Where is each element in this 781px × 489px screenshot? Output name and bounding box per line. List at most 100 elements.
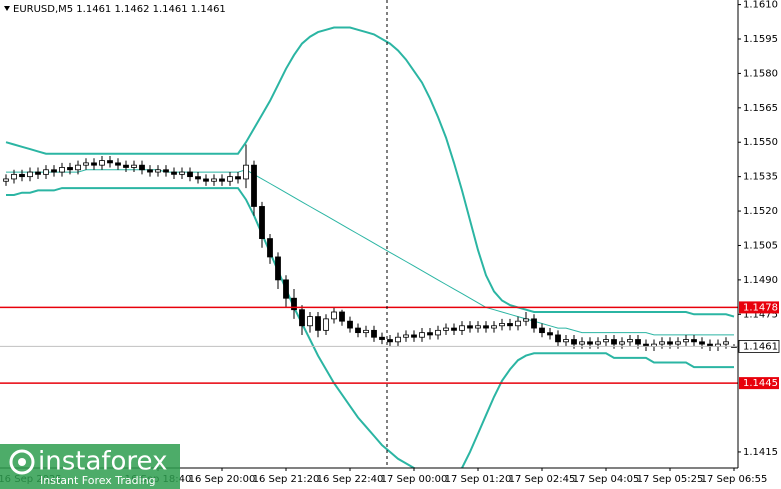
candle-body <box>283 279 289 299</box>
candle-body <box>211 178 217 182</box>
candle-body <box>667 341 673 345</box>
candle-body <box>555 334 561 343</box>
candle-body <box>483 325 489 329</box>
x-tick-label: 16 Sep 22:40 <box>317 474 384 485</box>
candle-body <box>475 325 481 329</box>
current-price-box <box>738 340 780 353</box>
candle-body <box>579 341 585 345</box>
candle-body <box>363 329 369 334</box>
candle-body <box>187 171 193 178</box>
candle-body <box>427 332 433 336</box>
bollinger-upper <box>5 26 735 318</box>
y-tick-label: 1.1580 <box>743 68 778 79</box>
y-tick-label: 1.1535 <box>743 172 778 183</box>
candle-body <box>627 339 633 343</box>
chart-header: EURUSD,M5 1.1461 1.1462 1.1461 1.1461 <box>13 4 226 15</box>
plot-area <box>0 26 738 468</box>
y-tick-label: 1.1490 <box>743 275 778 286</box>
y-tick-label: 1.1550 <box>743 137 778 148</box>
x-tick-label: 16 Sep 21:20 <box>253 474 320 485</box>
header-arrow <box>4 6 10 11</box>
candle-body <box>243 164 249 180</box>
candle-body <box>267 238 273 258</box>
x-tick-label: 17 Sep 01:20 <box>445 474 512 485</box>
candle-body <box>563 339 569 343</box>
candle-body <box>291 297 297 311</box>
candle-body <box>203 178 209 182</box>
y-tick-label: 1.1520 <box>743 206 778 217</box>
candle-body <box>419 332 425 338</box>
candle-body <box>275 256 281 281</box>
candle-body <box>75 164 81 171</box>
candle-body <box>43 169 49 175</box>
candle-body <box>435 329 441 336</box>
candle-body <box>107 160 113 164</box>
logo-dot <box>18 458 26 466</box>
candle-body <box>355 327 361 334</box>
y-tick-label: 1.1475 <box>743 309 778 320</box>
candle-body <box>91 162 97 166</box>
candle-body <box>115 162 121 166</box>
y-tick-label: 1.1610 <box>743 0 778 11</box>
y-tick-label: 1.1595 <box>743 34 778 45</box>
candle-body <box>571 339 577 345</box>
candle-body <box>315 316 321 331</box>
candle-body <box>59 167 65 173</box>
candle-body <box>331 311 337 320</box>
candle-body <box>219 178 225 182</box>
x-tick-label: 17 Sep 06:55 <box>701 474 768 485</box>
candle-body <box>507 323 513 327</box>
candle-body <box>19 173 25 178</box>
candle-body <box>539 327 545 334</box>
candle-body <box>27 171 33 178</box>
candle-body <box>691 339 697 343</box>
candle-body <box>251 164 257 207</box>
candle-body <box>451 327 457 331</box>
current-price-label: 1.1461 <box>743 341 778 352</box>
candle-body <box>467 325 473 329</box>
candle-body <box>67 167 73 171</box>
candle-body <box>491 325 497 329</box>
candle-body <box>131 164 137 168</box>
logo-circle <box>9 449 35 475</box>
candle-body <box>179 171 185 175</box>
bollinger-middle <box>6 169 734 336</box>
candle-body <box>379 336 385 340</box>
candle-body <box>347 320 353 329</box>
candle-body <box>659 341 665 345</box>
candle-body <box>3 178 9 182</box>
watermark-tagline: Instant Forex Trading <box>40 474 156 487</box>
candle-body <box>523 318 529 322</box>
candle-body <box>83 162 89 166</box>
x-tick-label: 17 Sep 04:05 <box>573 474 640 485</box>
candle-body <box>443 327 449 331</box>
candle-body <box>587 341 593 345</box>
candle-body <box>387 339 393 343</box>
candle-body <box>299 309 305 327</box>
y-tick-label: 1.1415 <box>743 447 778 458</box>
watermark-brand: instaforex <box>38 447 167 477</box>
level-label-box <box>739 377 779 390</box>
level-label: 1.1445 <box>743 378 778 389</box>
candle-body <box>411 334 417 338</box>
candle-body <box>139 164 145 171</box>
x-tick-label: 16 Sep 20:00 <box>189 474 256 485</box>
candle-body <box>163 169 169 173</box>
candle-body <box>403 334 409 338</box>
candle-body <box>683 339 689 343</box>
candle-body <box>395 336 401 343</box>
y-tick-label: 1.1505 <box>743 240 778 251</box>
candle-body <box>123 164 129 168</box>
candle-body <box>339 311 345 322</box>
candle-body <box>499 323 505 327</box>
candle-body <box>35 171 41 175</box>
candle-body <box>459 325 465 331</box>
candle-body <box>195 176 201 180</box>
x-tick-label: 17 Sep 00:00 <box>381 474 448 485</box>
candle-body <box>723 341 729 345</box>
candle-body <box>603 339 609 343</box>
candle-body <box>155 169 161 173</box>
x-tick-label: 17 Sep 05:25 <box>637 474 704 485</box>
